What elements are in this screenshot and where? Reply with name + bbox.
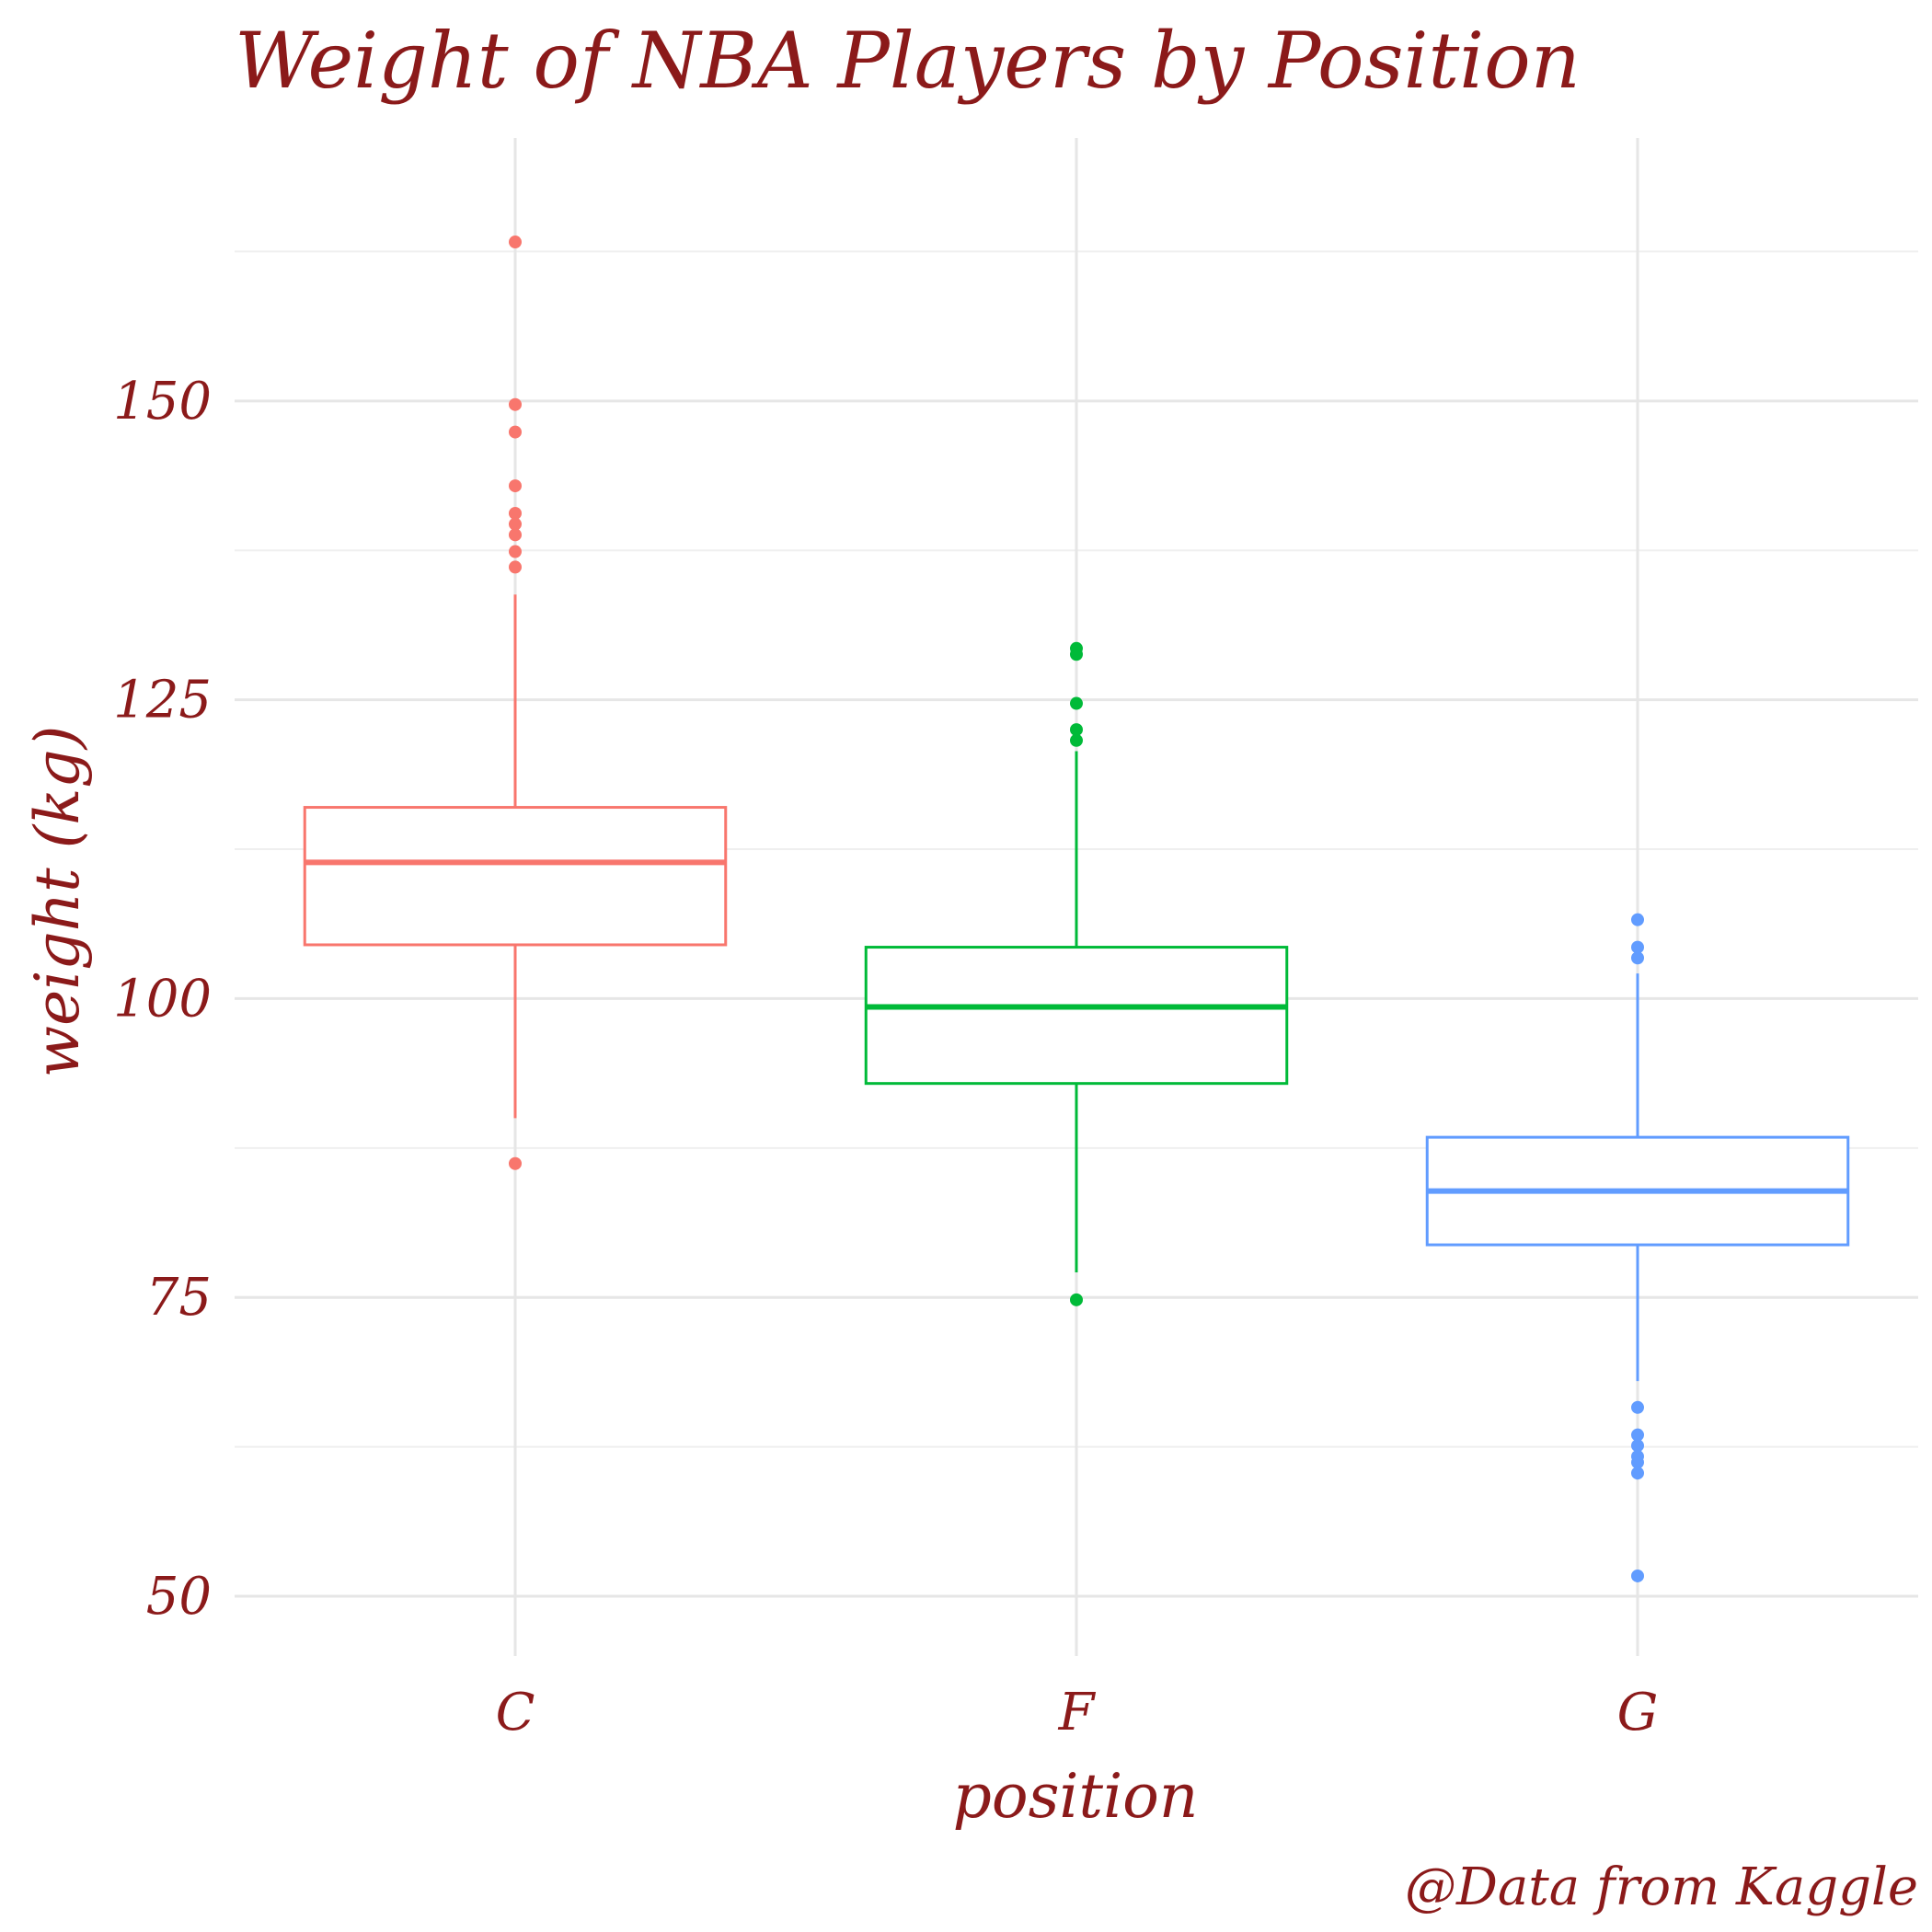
y-tick-label: 150: [113, 372, 212, 431]
outlier-point: [1631, 1466, 1644, 1480]
outlier-point: [1070, 733, 1083, 747]
outlier-point: [1070, 696, 1083, 710]
outlier-point: [509, 425, 522, 439]
outlier-point: [509, 545, 522, 558]
x-axis-title: position: [953, 1761, 1199, 1832]
outlier-point: [509, 1156, 522, 1170]
outlier-point: [1631, 1400, 1644, 1414]
outlier-point: [1631, 1450, 1644, 1464]
outlier-point: [509, 236, 522, 249]
outlier-point: [1631, 951, 1644, 965]
box-G: [1425, 913, 1850, 1582]
outlier-point: [509, 506, 522, 520]
box-iqr: [864, 946, 1289, 1086]
outlier-point: [1070, 641, 1083, 655]
y-tick-label: 100: [113, 969, 212, 1029]
outlier-point: [509, 560, 522, 574]
outlier-point: [1070, 1293, 1083, 1306]
y-tick-label: 125: [113, 671, 212, 730]
outlier-point: [1070, 723, 1083, 737]
outlier-point: [1631, 913, 1644, 926]
x-tick-label: G: [1617, 1683, 1659, 1742]
outlier-point: [1631, 1428, 1644, 1442]
outlier-point: [1631, 1569, 1644, 1582]
caption: @Data from Kaggle: [1405, 1857, 1918, 1917]
outlier-point: [1631, 1439, 1644, 1453]
chart-title: Weight of NBA Players by Position: [235, 16, 1581, 106]
outlier-point: [509, 528, 522, 542]
x-tick-label: C: [496, 1683, 535, 1742]
box-C: [303, 236, 728, 1170]
box-F: [864, 641, 1289, 1306]
outlier-point: [509, 517, 522, 531]
outlier-point: [509, 479, 522, 493]
y-tick-label: 75: [146, 1268, 212, 1328]
y-axis-title: weight (kg): [22, 726, 93, 1078]
box-iqr: [303, 806, 728, 947]
x-tick-label: F: [1058, 1683, 1097, 1742]
outlier-point: [1631, 940, 1644, 954]
y-tick-label: 50: [146, 1567, 212, 1627]
box-series: [303, 236, 1850, 1582]
y-axis-ticks: 50 75 100 125 150: [113, 372, 212, 1627]
outlier-point: [509, 397, 522, 411]
